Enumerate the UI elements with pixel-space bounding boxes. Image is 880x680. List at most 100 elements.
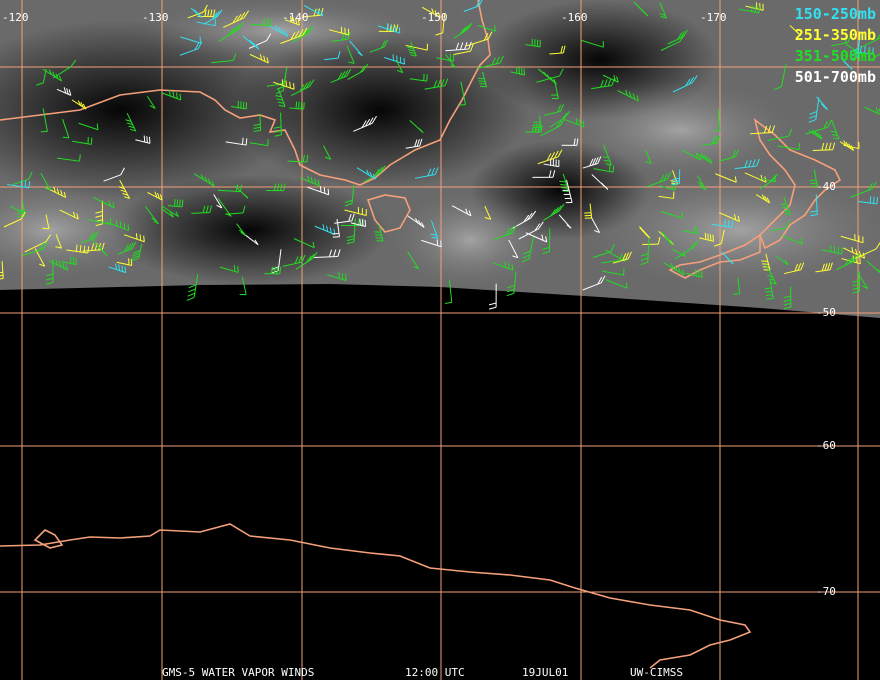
wind-barb: [414, 167, 439, 179]
wind-barb: [591, 78, 616, 90]
wind-barb: [540, 118, 566, 137]
barb-shaft: [225, 141, 247, 146]
barb-tick: [368, 117, 374, 125]
barb-shaft: [849, 50, 873, 55]
barb-shaft: [478, 24, 496, 32]
barb-shaft: [593, 168, 614, 173]
barb-tick: [292, 16, 295, 24]
barb-tick: [594, 157, 599, 165]
wind-barb: [774, 63, 787, 91]
barb-tick: [168, 89, 171, 97]
barb-tick: [783, 306, 791, 310]
barb-tick: [153, 220, 159, 225]
footer: GMS-5 WATER VAPOR WINDS 12:00 UTC 19JUL01 U…: [162, 666, 683, 679]
wind-barb: [805, 119, 832, 135]
wind-barb: [590, 216, 601, 234]
wind-barb: [536, 68, 564, 83]
wind-barb: [734, 158, 760, 170]
barb-tick: [862, 285, 868, 289]
barb-tick: [259, 54, 263, 61]
barb-tick: [761, 194, 766, 201]
barb-tick: [115, 220, 118, 227]
barb-tick: [294, 30, 300, 39]
barb-tick: [295, 101, 298, 109]
barb-tick: [433, 80, 438, 88]
barb-shaft: [755, 194, 770, 204]
wind-barb: [565, 118, 585, 128]
wind-barb: [307, 185, 330, 196]
barb-tick: [227, 28, 234, 37]
wind-barb: [458, 81, 466, 106]
wind-barb: [327, 272, 347, 281]
barb-tick: [625, 252, 630, 260]
barb-tick: [545, 236, 548, 243]
barb-tick: [242, 137, 244, 145]
wind-barb: [808, 129, 823, 140]
barb-shaft: [589, 203, 593, 218]
barb-tick: [636, 4, 641, 9]
wind-barb: [858, 196, 879, 205]
barb-shaft: [56, 88, 72, 96]
barb-tick: [346, 241, 355, 245]
barb-tick: [149, 105, 156, 109]
barb-shaft: [193, 173, 215, 187]
barb-tick: [124, 266, 127, 273]
barb-tick: [28, 171, 33, 180]
wind-barb: [193, 173, 215, 187]
wind-barb: [190, 7, 202, 18]
barb-tick: [78, 154, 81, 162]
barb-tick: [392, 24, 396, 32]
barb-tick: [120, 189, 127, 193]
barb-tick: [217, 9, 223, 17]
wind-barb: [672, 248, 686, 257]
barb-tick: [213, 9, 216, 17]
graticule-labels: -120 -130 -140 -150 -160 -170 -40 -50 -60 -70: [2, 11, 836, 598]
barb-tick: [208, 178, 212, 185]
barb-shaft: [854, 248, 877, 259]
barb-tick: [207, 9, 210, 17]
barb-tick: [546, 153, 552, 161]
barb-shaft: [816, 96, 828, 110]
wind-barb: [543, 158, 560, 168]
wind-barb: [525, 38, 541, 48]
wind-barb: [537, 149, 563, 165]
wind-barb: [346, 46, 355, 64]
barb-tick: [253, 126, 261, 129]
barb-tick: [28, 181, 31, 188]
barb-tick: [852, 290, 860, 294]
barb-tick: [768, 278, 775, 281]
barb-tick: [680, 30, 686, 39]
barb-tick: [276, 266, 279, 274]
barb-tick: [407, 46, 414, 49]
barb-tick: [427, 168, 432, 177]
wind-barb: [108, 263, 127, 274]
barb-tick: [850, 56, 859, 60]
barb-tick: [523, 250, 531, 255]
barb-tick: [289, 15, 293, 23]
barb-shaft: [777, 145, 800, 151]
barb-shaft: [405, 44, 428, 51]
wind-barb: [0, 261, 4, 280]
barb-tick: [450, 64, 456, 69]
barb-tick: [827, 119, 832, 128]
barb-tick: [55, 259, 59, 266]
barb-shaft: [384, 57, 405, 65]
barb-tick: [876, 197, 879, 204]
barb-tick: [869, 196, 872, 204]
barb-tick: [395, 24, 399, 32]
barb-tick: [127, 224, 130, 231]
wind-barb: [57, 154, 81, 162]
barb-tick: [764, 195, 768, 202]
barb-tick: [871, 181, 877, 190]
barb-tick: [276, 86, 285, 90]
barb-tick: [827, 262, 831, 271]
wind-barb: [48, 259, 69, 271]
wind-barb: [533, 115, 542, 131]
barb-shaft: [421, 239, 442, 248]
barb-tick: [317, 8, 321, 15]
wind-barb: [584, 203, 593, 219]
footer-text: UW-CIMSS: [630, 666, 683, 679]
wind-barb: [322, 145, 332, 160]
barb-shaft: [277, 88, 286, 107]
barb-tick: [593, 229, 600, 234]
